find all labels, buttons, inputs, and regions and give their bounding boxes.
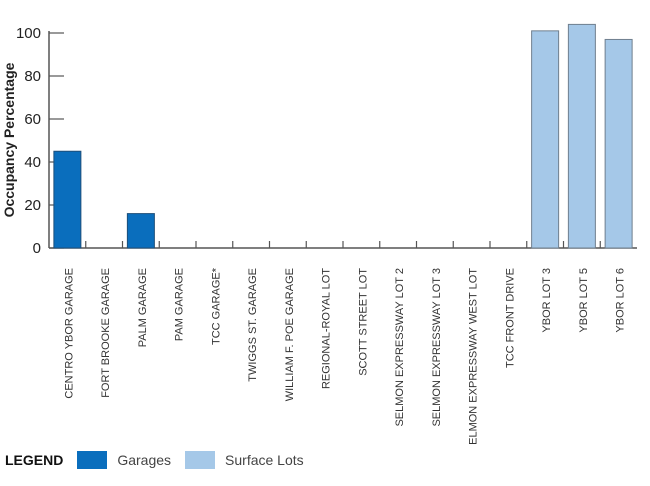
- bar-0: [53, 150, 82, 249]
- legend-title: LEGEND: [5, 452, 64, 468]
- bar-13: [531, 30, 560, 249]
- legend-swatch-surface-lots: [185, 451, 216, 469]
- y-tick-label: 40: [24, 154, 41, 171]
- x-tick-label: TCC GARAGE*: [210, 267, 222, 345]
- legend-label-surface-lots: Surface Lots: [225, 452, 304, 468]
- y-tick-label: 20: [24, 197, 41, 214]
- x-tick-label: TWIGGS ST. GARAGE: [247, 268, 259, 382]
- x-tick-label: SELMON EXPRESSWAY WEST LOT: [468, 268, 480, 445]
- x-tick-label: YBOR LOT 6: [615, 268, 627, 333]
- x-tick-label: TCC FRONT DRIVE: [504, 268, 516, 368]
- x-tick-label: SELMON EXPRESSWAY LOT 3: [431, 268, 443, 427]
- x-tick-label: PALM GARAGE: [137, 268, 149, 347]
- y-axis-label: Occupancy Percentage: [1, 62, 17, 217]
- y-tick-label: 100: [16, 25, 41, 42]
- y-tick-label: 80: [24, 68, 41, 85]
- legend: LEGEND Garages Surface Lots: [5, 450, 318, 470]
- bar-2: [126, 213, 155, 249]
- y-tick-label: 60: [24, 111, 41, 128]
- bar-14: [567, 23, 596, 249]
- x-tick-label: CENTRO YBOR GARAGE: [63, 268, 75, 399]
- y-tick-label: 0: [33, 240, 41, 257]
- bar-chart: 0 20 40 60 80 100 Occupancy Percentage CENTRO Y…: [1, 23, 637, 445]
- legend-label-garages: Garages: [117, 452, 172, 468]
- legend-swatch-garages: [77, 451, 108, 469]
- bar-15: [604, 38, 633, 249]
- x-tick-label: SELMON EXPRESSWAY LOT 2: [394, 268, 406, 427]
- x-tick-label: REGIONAL-ROYAL LOT: [321, 268, 333, 389]
- x-tick-label: WILLIAM F. POE GARAGE: [284, 268, 296, 401]
- x-tick-label: YBOR LOT 5: [578, 268, 590, 333]
- x-tick-label: PAM GARAGE: [174, 268, 186, 341]
- x-tick-label: YBOR LOT 3: [541, 268, 553, 333]
- x-tick-label: FORT BROOKE GARAGE: [100, 268, 112, 398]
- x-tick-label: SCOTT STREET LOT: [357, 268, 369, 376]
